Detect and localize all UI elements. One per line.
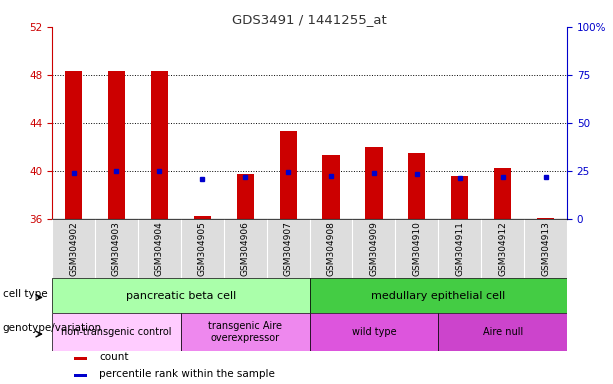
Bar bbox=[537, 218, 554, 219]
Text: non-transgenic control: non-transgenic control bbox=[61, 327, 172, 337]
Text: wild type: wild type bbox=[352, 327, 396, 337]
Text: medullary epithelial cell: medullary epithelial cell bbox=[371, 291, 506, 301]
Bar bbox=[194, 217, 211, 219]
Text: count: count bbox=[99, 352, 129, 362]
Text: GSM304913: GSM304913 bbox=[541, 221, 550, 276]
Text: GSM304908: GSM304908 bbox=[327, 221, 335, 276]
Bar bbox=[438, 313, 567, 351]
Text: Aire null: Aire null bbox=[482, 327, 523, 337]
Bar bbox=[494, 169, 511, 219]
Text: GSM304912: GSM304912 bbox=[498, 221, 507, 276]
Bar bbox=[408, 153, 425, 219]
Text: GSM304910: GSM304910 bbox=[413, 221, 421, 276]
Text: GSM304911: GSM304911 bbox=[455, 221, 464, 276]
Bar bbox=[108, 71, 125, 219]
Text: GSM304907: GSM304907 bbox=[284, 221, 292, 276]
Text: GSM304905: GSM304905 bbox=[198, 221, 207, 276]
Bar bbox=[280, 131, 297, 219]
Text: cell type: cell type bbox=[2, 289, 47, 299]
Bar bbox=[451, 176, 468, 219]
Text: genotype/variation: genotype/variation bbox=[2, 323, 102, 333]
Text: GSM304906: GSM304906 bbox=[241, 221, 249, 276]
Text: percentile rank within the sample: percentile rank within the sample bbox=[99, 369, 275, 379]
Text: GSM304903: GSM304903 bbox=[112, 221, 121, 276]
Bar bbox=[52, 313, 181, 351]
Title: GDS3491 / 1441255_at: GDS3491 / 1441255_at bbox=[232, 13, 387, 26]
Bar bbox=[74, 374, 87, 377]
Text: transgenic Aire
overexpressor: transgenic Aire overexpressor bbox=[208, 321, 282, 343]
Bar bbox=[237, 174, 254, 219]
Bar bbox=[322, 155, 340, 219]
Text: GSM304902: GSM304902 bbox=[69, 221, 78, 276]
Text: GSM304909: GSM304909 bbox=[370, 221, 378, 276]
Bar bbox=[181, 313, 310, 351]
Bar bbox=[365, 147, 383, 219]
Bar bbox=[65, 71, 82, 219]
Text: GSM304904: GSM304904 bbox=[155, 221, 164, 276]
Bar bbox=[310, 278, 567, 313]
Bar bbox=[151, 71, 168, 219]
Bar bbox=[74, 358, 87, 360]
Bar bbox=[310, 313, 438, 351]
Text: pancreatic beta cell: pancreatic beta cell bbox=[126, 291, 236, 301]
Bar bbox=[52, 278, 310, 313]
